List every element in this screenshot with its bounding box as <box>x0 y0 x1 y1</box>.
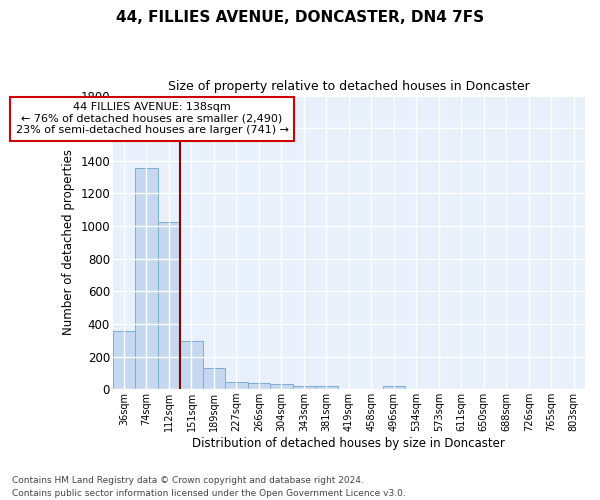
Text: Contains HM Land Registry data © Crown copyright and database right 2024.
Contai: Contains HM Land Registry data © Crown c… <box>12 476 406 498</box>
Y-axis label: Number of detached properties: Number of detached properties <box>62 150 74 336</box>
Bar <box>248 383 270 389</box>
Bar <box>203 368 225 389</box>
X-axis label: Distribution of detached houses by size in Doncaster: Distribution of detached houses by size … <box>193 437 505 450</box>
Bar <box>113 332 135 389</box>
Bar <box>315 386 338 389</box>
Bar <box>180 341 203 389</box>
Bar <box>225 382 248 389</box>
Text: 44 FILLIES AVENUE: 138sqm
← 76% of detached houses are smaller (2,490)
23% of se: 44 FILLIES AVENUE: 138sqm ← 76% of detac… <box>16 102 289 136</box>
Title: Size of property relative to detached houses in Doncaster: Size of property relative to detached ho… <box>168 80 530 93</box>
Bar <box>158 222 180 389</box>
Bar <box>270 384 293 389</box>
Bar <box>135 168 158 389</box>
Bar <box>383 386 405 389</box>
Text: 44, FILLIES AVENUE, DONCASTER, DN4 7FS: 44, FILLIES AVENUE, DONCASTER, DN4 7FS <box>116 10 484 25</box>
Bar <box>293 386 315 389</box>
